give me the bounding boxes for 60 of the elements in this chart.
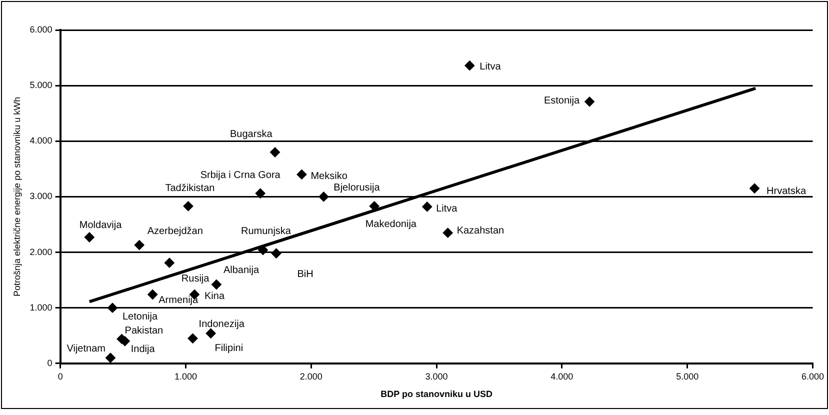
x-tick-label: 2.000: [300, 371, 322, 382]
y-tick-label: 6.000: [30, 24, 52, 34]
annotation: Albanija: [223, 265, 260, 276]
y-tick-label: 4.000: [30, 136, 52, 146]
annotation: Bjelorusija: [334, 182, 380, 194]
annotation: Moldavija: [79, 220, 122, 232]
point: [422, 202, 432, 212]
annotation: Kina: [204, 291, 225, 302]
annotation: Letonija: [122, 312, 158, 323]
point: [134, 240, 144, 250]
point: [464, 60, 475, 71]
y-tick-label: 3.000: [30, 191, 52, 202]
point: [188, 333, 198, 344]
annotation: Meksiko: [310, 171, 348, 182]
annotation: Filipini: [214, 343, 244, 354]
annotation: Makedonija: [365, 218, 417, 230]
x-tick-label: 3.000: [425, 371, 448, 382]
annotation: BiH: [297, 269, 314, 280]
point: [84, 232, 94, 242]
x-tick-label: 0: [58, 371, 63, 382]
point: [255, 188, 266, 198]
annotation: Kazahstan: [456, 226, 504, 237]
x-tick-label: 6.000: [801, 371, 824, 382]
point: [271, 248, 282, 258]
annotation: Indonezija: [198, 319, 245, 330]
y-tick-label: 5.000: [30, 80, 52, 90]
annotation: Bugarska: [230, 128, 273, 140]
y-axis-title: Potrošnja električne energije po stanovniku u kWh: [12, 96, 22, 297]
x-tick-label: 5.000: [676, 371, 699, 382]
point: [750, 183, 760, 194]
point: [584, 96, 595, 107]
y-tick-label: 0: [47, 358, 52, 368]
point: [442, 228, 453, 238]
annotation: Litva: [480, 61, 502, 72]
annotation: Vijetnam: [66, 344, 106, 355]
point: [296, 169, 307, 180]
point: [318, 192, 329, 202]
point: [183, 201, 194, 212]
annotation: Rusija: [181, 274, 210, 285]
y-tick-label: 2.000: [30, 246, 52, 257]
annotation: Indija: [130, 344, 156, 355]
annotation: Litva: [436, 203, 458, 214]
annotation: Estonija: [544, 95, 580, 106]
annotation: Azerbejdžan: [147, 226, 203, 237]
y-tick-label: 1.000: [30, 302, 52, 312]
point: [148, 290, 158, 300]
x-tick-label: 4.000: [550, 371, 574, 382]
point: [164, 258, 174, 268]
point: [270, 147, 280, 158]
point: [211, 279, 222, 290]
point: [105, 352, 116, 363]
annotation: Pakistan: [124, 326, 164, 337]
annotation: Rumunjska: [240, 226, 292, 237]
annotation: Armenija: [158, 295, 199, 306]
point: [107, 302, 118, 313]
x-tick-label: 1.000: [174, 371, 197, 382]
annotation: Hrvatska: [766, 186, 806, 198]
x-axis-title: BDP po stanovniku u USD: [380, 389, 493, 400]
annotation: Srbija i Crna Gora: [200, 170, 281, 182]
annotation: Tadžikistan: [165, 182, 215, 194]
